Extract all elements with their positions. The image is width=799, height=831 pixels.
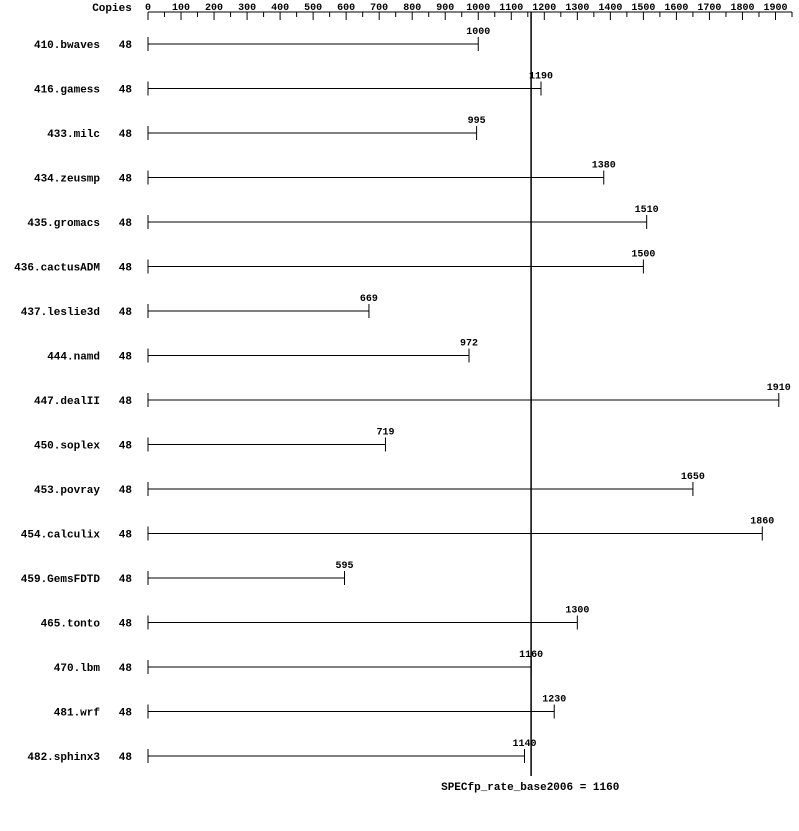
axis-tick-label: 1600 (664, 3, 688, 14)
row-copies: 48 (119, 85, 133, 97)
row-name: 434.zeusmp (34, 174, 100, 186)
row-name: 454.calculix (21, 530, 101, 542)
axis-tick-label: 100 (172, 3, 190, 14)
row-copies: 48 (119, 352, 133, 364)
value-label: 669 (360, 294, 378, 305)
value-label: 1500 (631, 250, 655, 261)
benchmark-chart: 0 100 200 300 400 500 600 700 800 900 1000 1100 1200… (0, 0, 799, 831)
axis-tick-label: 1200 (532, 3, 556, 14)
row-name: 482.sphinx3 (27, 752, 100, 764)
row-name: 465.tonto (41, 619, 101, 631)
row-name: 416.gamess (34, 85, 100, 97)
value-label: 995 (468, 116, 486, 127)
axis-tick-label: 300 (238, 3, 256, 14)
axis-tick-label: 600 (337, 3, 355, 14)
axis-tick-label: 1300 (565, 3, 589, 14)
axis-tick-label: 1800 (730, 3, 754, 14)
chart-svg: 0 100 200 300 400 500 600 700 800 900 1000 1100 1200… (0, 0, 799, 831)
value-label: 1650 (681, 472, 705, 483)
row-copies: 48 (119, 619, 133, 631)
axis-tick-label: 1400 (598, 3, 622, 14)
axis-tick-label: 1900 (763, 3, 787, 14)
row-name: 481.wrf (54, 708, 101, 720)
row-name: 444.namd (47, 352, 100, 364)
row-name: 470.lbm (54, 663, 101, 675)
row-copies: 48 (119, 263, 133, 275)
row-copies: 48 (119, 708, 133, 720)
row-name: 410.bwaves (34, 40, 100, 52)
value-label: 1380 (592, 161, 616, 172)
axis-tick-label: 1100 (499, 3, 523, 14)
value-label: 1190 (529, 72, 553, 83)
value-label: 1140 (512, 739, 536, 750)
value-label: 972 (460, 339, 478, 350)
row-copies: 48 (119, 129, 133, 141)
row-copies: 48 (119, 441, 133, 453)
row-copies: 48 (119, 485, 133, 497)
row-copies: 48 (119, 218, 133, 230)
value-label: 1000 (466, 27, 490, 38)
axis-tick-label: 700 (370, 3, 388, 14)
row-name: 433.milc (47, 129, 100, 141)
row-name: 459.GemsFDTD (21, 574, 101, 586)
value-label: 1300 (565, 606, 589, 617)
baseline-label: SPECfp_rate_base2006 = 1160 (441, 782, 619, 794)
row-name: 436.cactusADM (14, 263, 100, 275)
row-name: 450.soplex (34, 441, 100, 453)
value-label: 1910 (767, 383, 791, 394)
row-copies: 48 (119, 663, 133, 675)
value-label: 719 (376, 428, 394, 439)
value-label: 595 (335, 561, 353, 572)
value-label: 1230 (542, 695, 566, 706)
axis-tick-label: 1500 (631, 3, 655, 14)
axis-tick-label: 400 (271, 3, 289, 14)
row-copies: 48 (119, 752, 133, 764)
row-copies: 48 (119, 40, 133, 52)
row-copies: 48 (119, 574, 133, 586)
axis-tick-label: 1000 (466, 3, 490, 14)
row-copies: 48 (119, 530, 133, 542)
row-name: 447.dealII (34, 396, 100, 408)
copies-header: Copies (92, 3, 132, 15)
axis-tick-label: 800 (403, 3, 421, 14)
axis-tick-label: 900 (436, 3, 454, 14)
row-copies: 48 (119, 174, 133, 186)
row-name: 437.leslie3d (21, 307, 100, 319)
axis-tick-label: 500 (304, 3, 322, 14)
row-name: 453.povray (34, 485, 100, 497)
axis-tick-label: 1700 (697, 3, 721, 14)
axis-tick-label: 0 (145, 3, 151, 14)
value-label: 1860 (750, 517, 774, 528)
row-copies: 48 (119, 396, 133, 408)
value-label: 1510 (635, 205, 659, 216)
row-copies: 48 (119, 307, 133, 319)
axis-tick-label: 200 (205, 3, 223, 14)
row-name: 435.gromacs (27, 218, 100, 230)
